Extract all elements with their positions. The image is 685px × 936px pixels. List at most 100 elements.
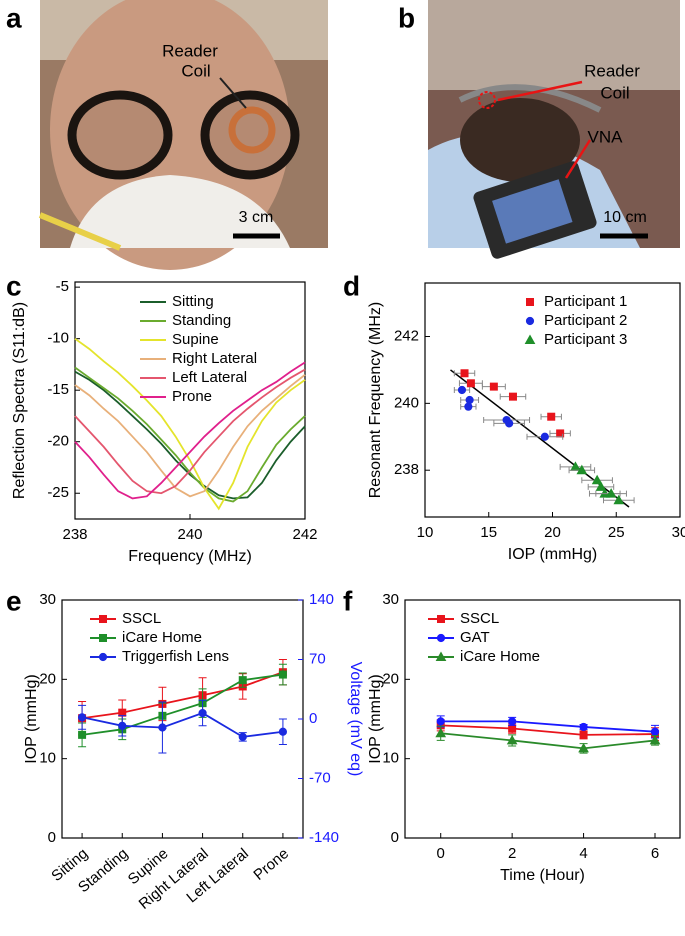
y-tick-label: 240 [394,394,419,411]
y-tick-label: 30 [382,591,399,608]
x-tick-label: 25 [608,524,625,541]
series-line [74,370,306,500]
y-tick-label: 10 [39,750,56,767]
callout-text: Coil [181,61,210,80]
x-tick-label: 4 [579,845,587,862]
x-tick-label: 30 [672,524,685,541]
marker [613,494,625,505]
y-tick-label: 10 [382,750,399,767]
panel-label: b [398,2,415,33]
y2-tick-label: 70 [309,650,326,667]
x-axis-label: Time (Hour) [500,867,585,884]
callout-arrow [497,80,583,102]
glasses-lens [67,90,173,180]
y-tick-label: -15 [47,381,69,398]
y2-tick-label: 0 [309,710,317,727]
y-tick-label: 0 [391,829,399,846]
legend-label: iCare Home [122,629,202,646]
legend-marker [437,615,445,623]
y-tick-label: -5 [56,278,69,295]
scale-bar-label: 10 cm [603,209,647,226]
series-line [440,732,656,750]
x-tick-label: 242 [292,526,317,543]
marker [238,676,247,685]
marker [649,734,661,745]
marker [650,727,660,736]
legend-label: Standing [172,312,231,329]
legend-marker [435,651,447,661]
glasses-lens [200,90,300,180]
vna-screen [492,179,573,244]
y-tick-label: -25 [47,484,69,501]
series-line [74,361,306,500]
marker [508,724,517,733]
legend-label: GAT [460,629,490,646]
y2-tick-label: 140 [309,591,334,608]
legend-label: Supine [172,331,219,348]
marker [505,419,514,428]
legend-marker [524,334,536,344]
legend-label: Participant 2 [544,312,627,329]
marker [506,734,518,745]
marker [77,713,87,722]
marker [198,708,207,718]
y-tick-label: 0 [48,829,56,846]
y2-axis-label: Voltage (mV eq) [347,662,364,777]
series-line [81,671,284,720]
y-tick-label: 30 [39,591,56,608]
mask-strap [38,212,122,251]
y-tick-label: 20 [382,670,399,687]
plot-frame [404,599,681,839]
legend-marker [436,633,446,643]
y2-tick-label: -140 [309,829,339,846]
marker [579,722,588,732]
legend-label: Sitting [172,293,214,310]
legend-label: SSCL [460,610,499,627]
legend-label: iCare Home [460,648,540,665]
x-axis-label: Frequency (MHz) [128,548,252,565]
legend-label: Participant 1 [544,293,627,310]
series-line [74,337,306,511]
legend-marker [525,316,535,326]
series-line [440,720,656,733]
marker [278,670,287,679]
callout-text: VNA [588,127,624,146]
legend-label: SSCL [122,610,161,627]
series-line [74,368,306,495]
legend-marker [98,652,108,662]
callout-text: Coil [600,83,629,102]
marker [238,732,247,741]
marker [435,727,447,738]
marker [540,432,549,441]
head [460,98,580,182]
legend-label: Triggerfish Lens [122,648,229,665]
marker [464,402,473,411]
legend-marker [526,298,534,306]
reader-coil-marker [478,91,496,109]
x-tick-label: 240 [177,526,202,543]
y-axis-label: IOP (mmHg) [23,674,40,763]
x-tick-label: 20 [544,524,561,541]
y-axis-label: Reflection Spectra (S11:dB) [11,302,28,499]
series-line [440,724,656,736]
mask [70,175,290,248]
x-tick-label: 238 [62,526,87,543]
legend-label: Left Lateral [172,369,247,386]
y2-tick-label: -70 [309,769,331,786]
callout-text: Reader [584,61,640,80]
series-line [81,712,284,738]
reader-coil [228,106,276,154]
legend-label: Prone [172,388,212,405]
marker [489,382,498,391]
marker [457,385,467,395]
legend-marker [99,634,107,642]
panel-label: e [6,585,22,616]
marker [547,412,556,421]
photo-b [428,0,680,259]
panel-label: f [343,585,353,616]
marker [158,723,167,732]
marker [576,464,588,475]
marker [579,730,588,739]
y-tick-label: -10 [47,330,69,347]
marker [595,481,607,491]
